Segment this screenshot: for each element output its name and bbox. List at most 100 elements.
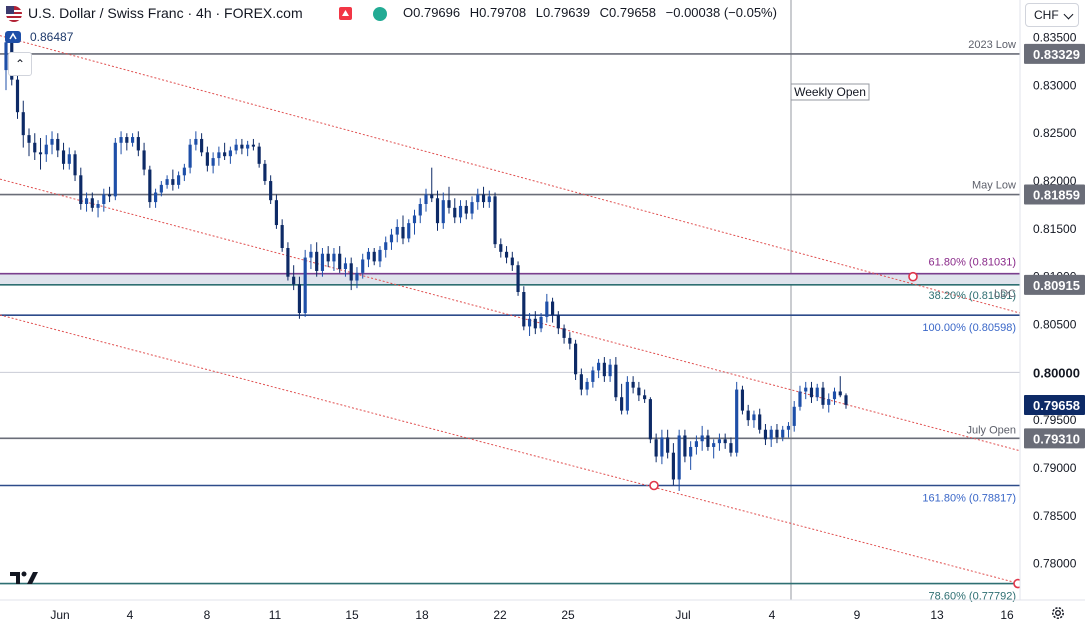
- currency-selector[interactable]: CHF: [1025, 3, 1079, 27]
- symbol-title[interactable]: U.S. Dollar / Swiss Franc · 4h · FOREX.c…: [28, 5, 303, 21]
- level-label: July Open: [966, 424, 1016, 436]
- candle-body: [309, 251, 313, 258]
- time-tick-label: 13: [930, 608, 944, 622]
- candle-body: [574, 343, 578, 375]
- candle-body: [33, 142, 37, 153]
- close-label: C: [599, 5, 610, 20]
- candle-body: [73, 154, 77, 176]
- candle-body: [786, 425, 791, 430]
- candle-body: [510, 257, 514, 266]
- candle-body: [188, 144, 192, 168]
- candle-body: [746, 410, 750, 421]
- price-tick-label: 0.80500: [1033, 318, 1077, 332]
- price-tag-bg: [1024, 362, 1085, 383]
- candle-body: [476, 194, 480, 203]
- candle-body: [729, 443, 733, 453]
- candle-body: [378, 249, 382, 262]
- price-tag-bg: [1024, 43, 1085, 64]
- weekly-open-annotation: Weekly Open: [794, 85, 866, 99]
- level-label: 161.80% (0.78817): [922, 493, 1016, 505]
- candle-body: [527, 318, 532, 327]
- candle-body: [809, 387, 814, 398]
- candle-body: [504, 251, 509, 258]
- currency-selector-value: CHF: [1034, 8, 1059, 22]
- candle-body: [349, 263, 353, 281]
- candle-body: [614, 364, 618, 398]
- candle-body: [844, 395, 848, 405]
- open-value: 0.79696: [413, 5, 461, 20]
- candle-body: [372, 251, 376, 262]
- candle-body: [430, 194, 434, 199]
- change-value: −0.00038 (−0.05%): [665, 5, 777, 20]
- weekly-open-annotation-box: [790, 83, 870, 101]
- price-tick-label: 0.83500: [1033, 31, 1077, 45]
- candle-body: [758, 414, 762, 430]
- price-tick-label: 0.81500: [1033, 222, 1077, 236]
- candle-body: [315, 251, 319, 271]
- candle-body: [200, 138, 204, 153]
- candle-body: [602, 362, 606, 377]
- alert-bell-icon[interactable]: [339, 7, 352, 20]
- candle-body: [79, 175, 83, 204]
- candle-body: [579, 374, 583, 390]
- candle-body: [338, 253, 342, 270]
- candle-body: [545, 301, 549, 317]
- candle-body: [177, 175, 181, 185]
- price-tag: 0.81859: [1024, 184, 1085, 205]
- candle-body: [56, 138, 60, 151]
- candle-body: [234, 144, 238, 151]
- price-tick-label: 0.83000: [1033, 78, 1077, 92]
- candle-body: [27, 135, 31, 143]
- channel-touch-marker: [908, 271, 918, 282]
- candle-body: [142, 150, 146, 170]
- candle-body: [217, 152, 221, 159]
- candle-body: [516, 265, 520, 292]
- collapse-legend-button[interactable]: ⌃: [8, 52, 32, 76]
- candle-body: [832, 391, 837, 400]
- candle-body: [251, 144, 255, 147]
- level-label: 100.00% (0.80598): [922, 322, 1016, 334]
- low-value: 0.79639: [543, 5, 590, 20]
- time-tick-label: 15: [345, 608, 359, 622]
- candle-body: [643, 395, 647, 400]
- candle-body: [752, 414, 756, 421]
- candle-body: [798, 391, 802, 407]
- high-value: 0.79708: [479, 5, 527, 20]
- price-axis-pane[interactable]: [1020, 0, 1085, 623]
- channel-line: [0, 314, 1021, 585]
- candle-body: [706, 435, 710, 447]
- chevron-down-icon: [1063, 9, 1074, 20]
- time-tick-label: Jun: [50, 608, 69, 622]
- candle-body: [38, 152, 43, 155]
- candle-body: [159, 184, 163, 193]
- time-tick-label: 11: [269, 608, 282, 622]
- time-tick-label: 16: [1000, 608, 1014, 622]
- candle-body: [683, 435, 687, 457]
- candle-body: [50, 138, 54, 145]
- price-tag: 0.80000: [1024, 362, 1085, 383]
- candle-body: [585, 381, 589, 390]
- candle-body: [637, 387, 641, 396]
- price-tag-bg: [1024, 428, 1085, 449]
- ohlc-readout: O0.79696 H0.79708 L0.79639 C0.79658 −0.0…: [403, 5, 783, 20]
- candle-body: [130, 137, 135, 143]
- price-tag-label: 0.80915: [1033, 278, 1080, 293]
- candle-body: [562, 328, 566, 338]
- candle-body: [384, 242, 388, 250]
- close-value: 0.79658: [609, 5, 657, 20]
- open-label: O: [403, 5, 414, 20]
- price-tick-label: 0.79000: [1033, 461, 1077, 475]
- time-tick-label: Jul: [675, 608, 690, 622]
- level-label: 38.20% (0.81031): [929, 290, 1016, 302]
- level-label: 78.60% (0.77792): [929, 591, 1016, 603]
- candle-body: [84, 198, 89, 204]
- price-tag: 0.83329: [1024, 43, 1085, 64]
- settings-gear-icon[interactable]: [1050, 605, 1066, 621]
- candle-body: [125, 137, 129, 143]
- tradingview-logo-icon[interactable]: [8, 568, 40, 586]
- time-tick-label: 8: [204, 608, 211, 622]
- price-tag: 0.79310: [1024, 428, 1085, 449]
- time-tick-label: 22: [493, 608, 507, 622]
- candle-body: [113, 142, 117, 197]
